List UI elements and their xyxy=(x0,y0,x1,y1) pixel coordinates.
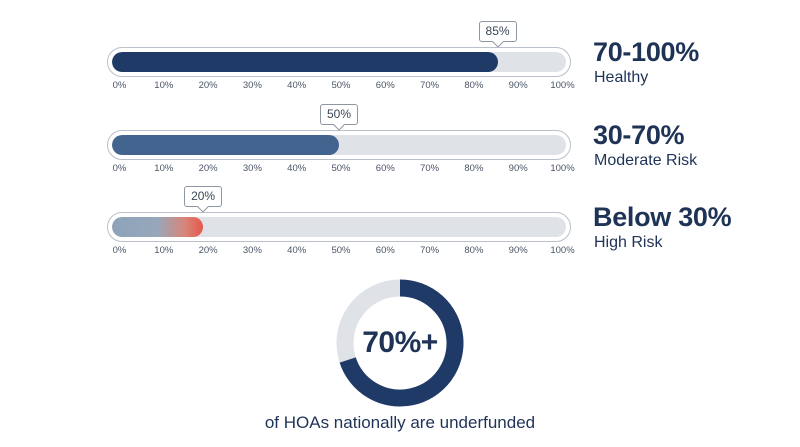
donut-center-label: 70%+ xyxy=(362,326,438,359)
bar-track-inner xyxy=(112,135,566,155)
tick-label: 60% xyxy=(375,163,395,174)
status-label-moderate-risk: Moderate Risk xyxy=(594,152,698,169)
tick-label: 30% xyxy=(242,80,262,91)
tick-label: 0% xyxy=(112,163,127,174)
bar-row-healthy: 85% 0% 10% 20% 30% 40% 50% 60% 70% 80% 90% 100% 70-1… xyxy=(0,21,800,101)
donut-value-arc xyxy=(339,279,464,407)
tick-label: 0% xyxy=(112,245,127,256)
tick-label: 30% xyxy=(242,245,262,256)
tick-label: 10% xyxy=(154,80,174,91)
tick-label: 30% xyxy=(242,163,262,174)
underfunded-donut-chart: 70%+ xyxy=(335,278,465,408)
bar-value-label-healthy: 85% xyxy=(478,21,517,42)
tick-label: 70% xyxy=(420,245,440,256)
tick-label: 100% xyxy=(550,245,575,256)
bar-value-label-high-risk: 20% xyxy=(184,186,223,207)
tick-label: 70% xyxy=(420,80,440,91)
tick-label: 80% xyxy=(464,163,484,174)
bar-value-label-moderate-risk: 50% xyxy=(319,104,359,125)
tick-label: 40% xyxy=(287,163,307,174)
status-label-healthy: Healthy xyxy=(594,69,649,86)
axis-ticks: 0% 10% 20% 30% 40% 50% 60% 70% 80% 90% 100% xyxy=(0,80,800,94)
tick-label: 80% xyxy=(464,245,484,256)
bar-row-moderate-risk: 50% 0% 10% 20% 30% 40% 50% 60% 70% 80% 90% 100% 30-7… xyxy=(0,104,800,184)
tick-label: 100% xyxy=(550,80,575,91)
range-label-moderate-risk: 30-70% xyxy=(593,120,685,150)
tick-label: 90% xyxy=(508,163,528,174)
bar-track-inner xyxy=(112,52,566,72)
tick-label: 70% xyxy=(420,163,440,174)
bar-row-high-risk: 20% 0% 10% 20% 30% 40% 50% 60% 70% 80% 90% 100% Belo… xyxy=(0,186,800,266)
range-label-healthy: 70-100% xyxy=(593,37,699,67)
status-label-high-risk: High Risk xyxy=(594,234,663,251)
bar-fill-high-risk xyxy=(112,217,203,237)
tick-label: 80% xyxy=(464,80,484,91)
bar-track-inner xyxy=(112,217,566,237)
tick-label: 60% xyxy=(375,245,395,256)
tick-label: 60% xyxy=(375,80,395,91)
tick-label: 20% xyxy=(198,80,218,91)
bar-fill-healthy xyxy=(112,52,498,72)
axis-ticks: 0% 10% 20% 30% 40% 50% 60% 70% 80% 90% 100% xyxy=(0,163,800,177)
axis-ticks: 0% 10% 20% 30% 40% 50% 60% 70% 80% 90% 100% xyxy=(0,245,800,259)
tick-label: 20% xyxy=(198,163,218,174)
donut-svg xyxy=(336,279,464,407)
tick-label: 50% xyxy=(331,80,351,91)
range-label-high-risk: Below 30% xyxy=(593,202,732,232)
bar-track-healthy xyxy=(107,47,571,77)
tick-label: 100% xyxy=(550,163,575,174)
donut-caption: of HOAs nationally are underfunded xyxy=(264,413,536,432)
tick-label: 40% xyxy=(287,80,307,91)
tick-label: 10% xyxy=(154,245,174,256)
tick-label: 90% xyxy=(508,80,528,91)
bar-track-high-risk xyxy=(107,212,571,242)
tick-label: 50% xyxy=(331,163,351,174)
tick-label: 20% xyxy=(198,245,218,256)
tick-label: 90% xyxy=(508,245,528,256)
tick-label: 40% xyxy=(287,245,307,256)
tick-label: 50% xyxy=(331,245,351,256)
bar-track-moderate-risk xyxy=(107,130,571,160)
bar-fill-moderate-risk xyxy=(112,135,339,155)
tick-label: 0% xyxy=(112,80,127,91)
tick-label: 10% xyxy=(154,163,174,174)
